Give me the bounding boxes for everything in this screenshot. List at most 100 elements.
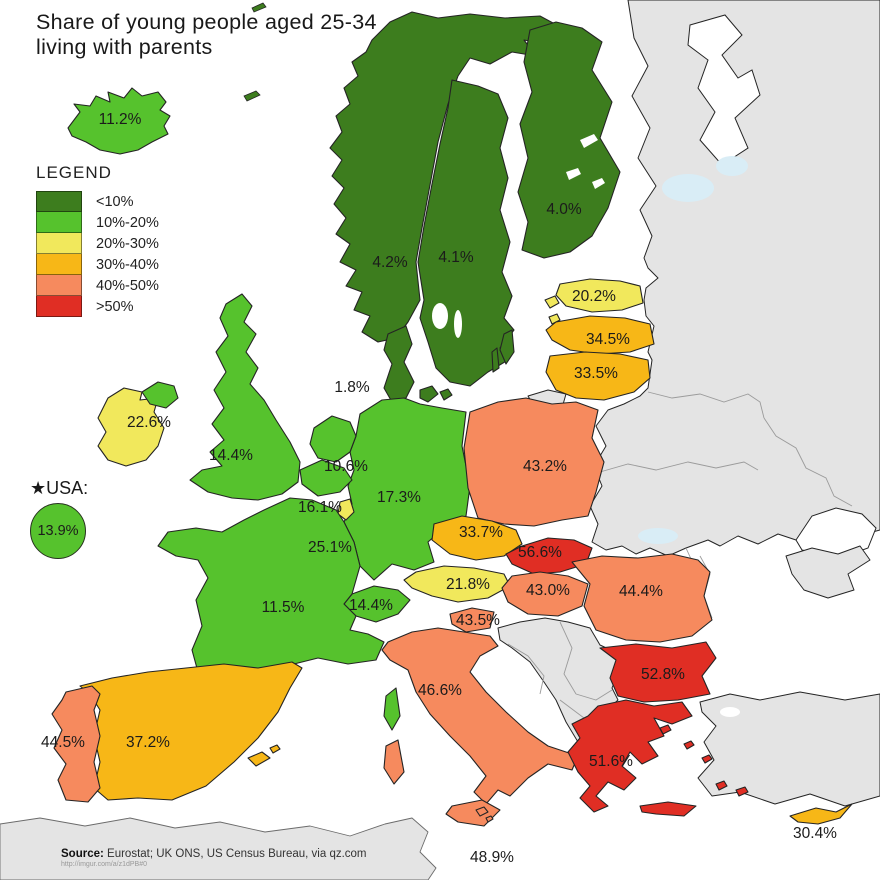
value-label-iceland: 11.2% [99, 111, 142, 128]
border-russia-ukraine [763, 417, 853, 507]
reservoir-lake [638, 528, 678, 544]
value-label-estonia: 20.2% [572, 288, 616, 305]
value-label-slovakia: 56.6% [518, 544, 562, 561]
legend-item-lt10: <10% [36, 191, 159, 212]
country-malta [475, 806, 494, 823]
region-northern-ireland [141, 381, 179, 409]
country-poland [463, 397, 605, 527]
lake-ladoga [662, 174, 714, 202]
value-label-romania: 44.4% [619, 583, 663, 600]
value-label-norway: 4.2% [372, 254, 408, 271]
country-ireland [97, 387, 165, 467]
island-sicily [445, 799, 501, 827]
country-luxembourg [337, 498, 355, 521]
value-label-ireland: 22.6% [127, 414, 171, 431]
legend-item-b30_40: 30%-40% [36, 254, 159, 275]
legend-label-lt10: <10% [96, 193, 134, 210]
legend-items: <10% 10%-20% 20%-30% 30%-40% 40%-50% >50% [36, 191, 159, 317]
island-oland [491, 347, 500, 373]
value-label-france: 11.5% [262, 599, 305, 616]
island-corsica [383, 687, 401, 731]
faroe-islands [243, 90, 261, 102]
value-label-sweden: 4.1% [438, 249, 474, 266]
legend-label-b40_50: 40%-50% [96, 277, 159, 294]
value-label-switzerland: 14.4% [349, 597, 393, 614]
legend-item-b20_30: 20%-30% [36, 233, 159, 254]
finnish-lakes [566, 134, 605, 189]
country-united-kingdom [189, 293, 301, 501]
country-denmark [383, 325, 415, 403]
value-label-cyprus: 30.4% [793, 825, 837, 842]
legend-item-b40_50: 40%-50% [36, 275, 159, 296]
country-finland [517, 21, 621, 259]
country-hungary [501, 571, 589, 617]
legend-swatch-b30_40 [36, 254, 82, 275]
legend-swatch-b10_20 [36, 212, 82, 233]
legend-label-b30_40: 30%-40% [96, 256, 159, 273]
value-label-finland: 4.0% [546, 201, 582, 218]
page-title: Share of young people aged 25-34 living … [36, 10, 377, 61]
country-iceland [67, 87, 171, 155]
source-text: Eurostat; UK ONS, US Census Bureau, via … [103, 848, 367, 860]
sea-of-marmara [720, 707, 740, 717]
country-cyprus [789, 803, 853, 825]
country-spain [79, 661, 303, 801]
country-lithuania [545, 351, 651, 401]
aegean-islands [659, 724, 749, 797]
value-label-slovenia: 43.5% [456, 612, 500, 629]
source-note: Source: Eurostat; UK ONS, US Census Bure… [61, 848, 367, 868]
legend: LEGEND <10% 10%-20% 20%-30% 30%-40% 40%-50% >… [36, 163, 159, 317]
value-label-greece: 51.6% [589, 753, 633, 770]
value-label-belgium: 16.1% [298, 499, 342, 516]
country-netherlands [309, 415, 357, 463]
value-label-latvia: 34.5% [586, 331, 630, 348]
value-label-luxembourg: 25.1% [308, 539, 352, 556]
value-label-denmark: 1.8% [334, 379, 370, 396]
value-label-netherlands: 10.6% [324, 458, 368, 475]
white-sea [687, 14, 761, 166]
value-label-italy: 46.6% [418, 682, 462, 699]
island-gotland [499, 329, 515, 365]
value-label-czech: 33.7% [459, 524, 503, 541]
legend-swatch-b20_30 [36, 233, 82, 254]
crimea [785, 545, 871, 599]
value-label-portugal: 44.5% [41, 734, 85, 751]
legend-label-b10_20: 10%-20% [96, 214, 159, 231]
source-line: Source: Eurostat; UK ONS, US Census Bure… [61, 848, 367, 860]
value-label-germany: 17.3% [377, 489, 421, 506]
value-label-lithuania: 33.5% [574, 365, 618, 382]
country-slovakia [505, 537, 593, 575]
border-belarus-russia [647, 391, 765, 419]
title-line-2: living with parents [36, 35, 213, 60]
balkans-internal-borders [507, 621, 613, 725]
lake-onega [716, 156, 748, 176]
legend-item-b10_20: 10%-20% [36, 212, 159, 233]
usa-value-badge: 13.9% [30, 503, 86, 559]
country-italy [381, 627, 579, 805]
danish-islands [419, 385, 453, 403]
value-label-bulgaria: 52.8% [641, 666, 685, 683]
legend-swatch-lt10 [36, 191, 82, 212]
country-bulgaria [599, 641, 717, 703]
title-line-1: Share of young people aged 25-34 [36, 10, 377, 34]
source-url: http://imgur.com/a/z1dPB#0 [61, 861, 147, 868]
value-label-poland: 43.2% [523, 458, 567, 475]
lake-vattern [454, 310, 462, 338]
legend-label-b20_30: 20%-30% [96, 235, 159, 252]
usa-inset-label: ★USA: [30, 478, 89, 498]
country-slovenia [449, 607, 495, 633]
turkey [697, 691, 880, 807]
country-belgium [299, 459, 353, 497]
legend-label-gt50: >50% [96, 298, 134, 315]
country-austria [403, 565, 511, 603]
estonian-islands [544, 295, 561, 325]
country-portugal [51, 685, 101, 803]
border-belarus-ukraine [599, 461, 759, 473]
value-label-hungary: 43.0% [526, 582, 570, 599]
north-africa [0, 817, 437, 880]
value-label-uk: 14.4% [209, 447, 253, 464]
value-label-malta: 48.9% [470, 849, 514, 866]
legend-item-gt50: >50% [36, 296, 159, 317]
island-crete [639, 801, 697, 817]
